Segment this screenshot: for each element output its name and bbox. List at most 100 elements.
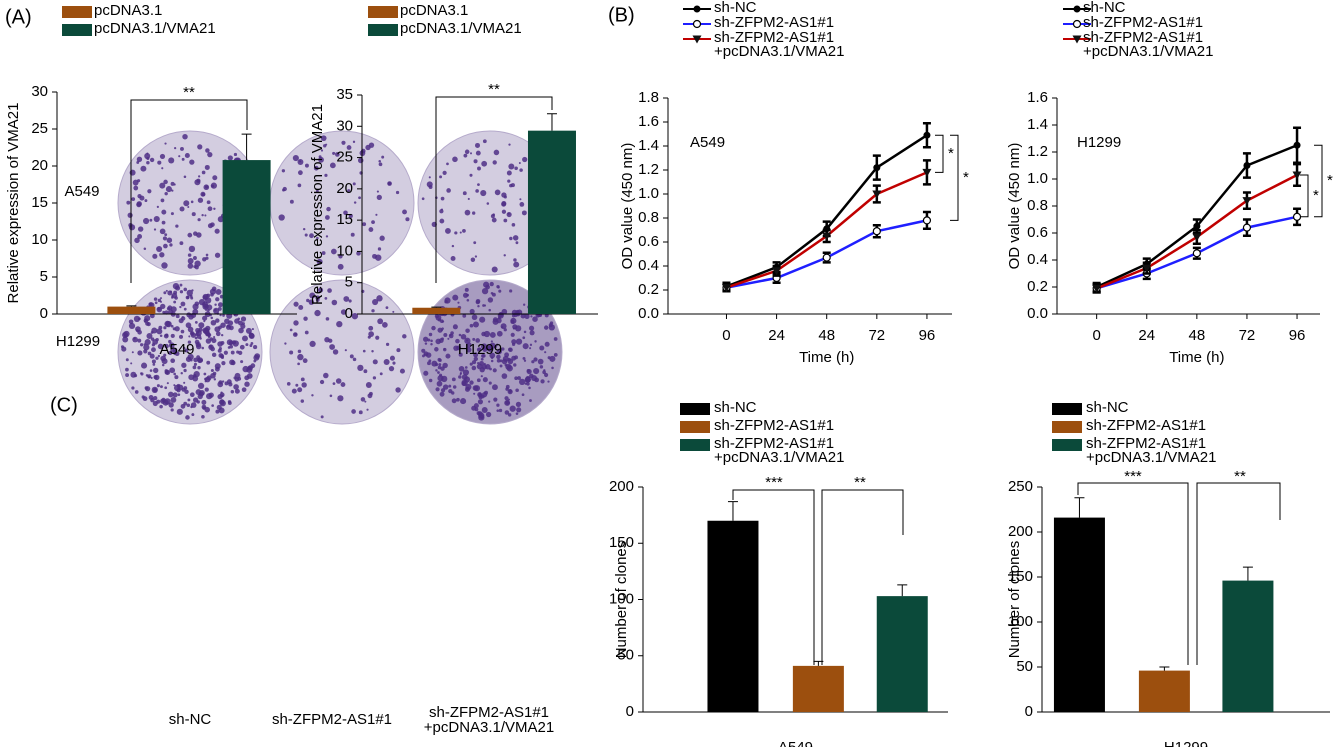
colony <box>171 189 174 192</box>
colony <box>504 363 508 367</box>
colony <box>318 155 322 159</box>
colony <box>170 181 175 186</box>
y-axis-label: Relative expression of VMA21 <box>5 103 22 304</box>
colony <box>213 336 216 339</box>
panel-label: (C) <box>50 394 78 416</box>
colony <box>122 336 129 343</box>
colony <box>160 198 165 203</box>
colony <box>335 378 342 384</box>
colony <box>301 382 307 388</box>
colony <box>395 387 401 393</box>
colony <box>486 202 490 205</box>
colony <box>181 157 185 161</box>
colony <box>437 371 440 374</box>
colony <box>230 390 235 394</box>
colony <box>187 326 194 333</box>
colony <box>131 197 136 202</box>
colony <box>185 415 190 420</box>
colony <box>121 346 127 352</box>
significance-label: *** <box>765 474 783 491</box>
colony <box>214 252 221 258</box>
bar <box>1222 580 1274 712</box>
colony <box>183 386 188 390</box>
x-axis-label: A549 <box>159 341 194 358</box>
colony <box>151 359 156 364</box>
colony <box>395 190 400 195</box>
colony <box>187 232 193 238</box>
legend-swatch <box>62 6 92 18</box>
colony <box>351 312 359 320</box>
colony <box>173 290 178 295</box>
colony <box>173 384 176 387</box>
colony <box>180 371 183 375</box>
colony <box>160 355 166 362</box>
y-tick-label: 0.6 <box>638 233 659 250</box>
colony <box>203 320 206 323</box>
colony <box>192 303 199 310</box>
colony <box>157 307 161 311</box>
legend-marker <box>692 19 702 29</box>
point <box>923 131 931 139</box>
colony <box>187 340 192 344</box>
colony <box>485 411 492 418</box>
colony <box>368 227 374 232</box>
colony <box>297 362 300 366</box>
colony <box>510 183 515 188</box>
colony <box>532 316 538 322</box>
colony <box>179 206 185 212</box>
x-axis-label: Time (h) <box>1169 349 1224 366</box>
significance-label: ** <box>1234 468 1246 485</box>
colony <box>170 324 174 328</box>
colony <box>154 301 158 305</box>
colony <box>352 140 356 144</box>
colony <box>522 336 526 340</box>
colony <box>428 176 431 179</box>
colony <box>539 365 544 369</box>
legend-swatch <box>680 439 710 451</box>
colony <box>143 344 150 351</box>
colony <box>375 335 380 340</box>
colony <box>381 155 385 159</box>
colony <box>133 315 141 323</box>
colony <box>237 376 242 381</box>
colony <box>133 185 139 191</box>
colony <box>480 343 488 350</box>
colony <box>250 342 254 345</box>
panel-label: (B) <box>608 4 635 26</box>
colony <box>161 209 167 215</box>
colony <box>518 378 526 386</box>
colony <box>168 157 175 164</box>
colony <box>141 362 148 369</box>
colony <box>472 211 476 215</box>
colony <box>178 155 181 158</box>
colony <box>331 299 338 306</box>
colony <box>466 347 472 353</box>
colony <box>499 364 503 368</box>
colony <box>219 400 226 407</box>
colony <box>329 162 336 169</box>
colony <box>467 197 470 201</box>
colony <box>387 181 392 186</box>
colony <box>153 375 158 380</box>
colony <box>471 314 478 321</box>
colony <box>427 361 431 366</box>
colony <box>439 218 445 224</box>
legend-swatch <box>1052 421 1082 433</box>
colony <box>176 408 183 415</box>
point <box>872 227 881 236</box>
colony <box>168 351 173 356</box>
y-tick-label: 10 <box>31 231 48 248</box>
colony <box>473 241 477 245</box>
colony <box>503 254 506 257</box>
y-tick-label: 50 <box>1016 658 1033 675</box>
error-bar <box>1074 497 1085 518</box>
colony <box>531 375 538 382</box>
colony <box>352 182 356 186</box>
colony <box>186 312 192 318</box>
colony <box>164 191 168 196</box>
colony <box>426 181 433 188</box>
colony <box>302 227 306 231</box>
colony <box>226 379 232 385</box>
error-bar <box>241 133 252 161</box>
colony <box>140 165 147 172</box>
